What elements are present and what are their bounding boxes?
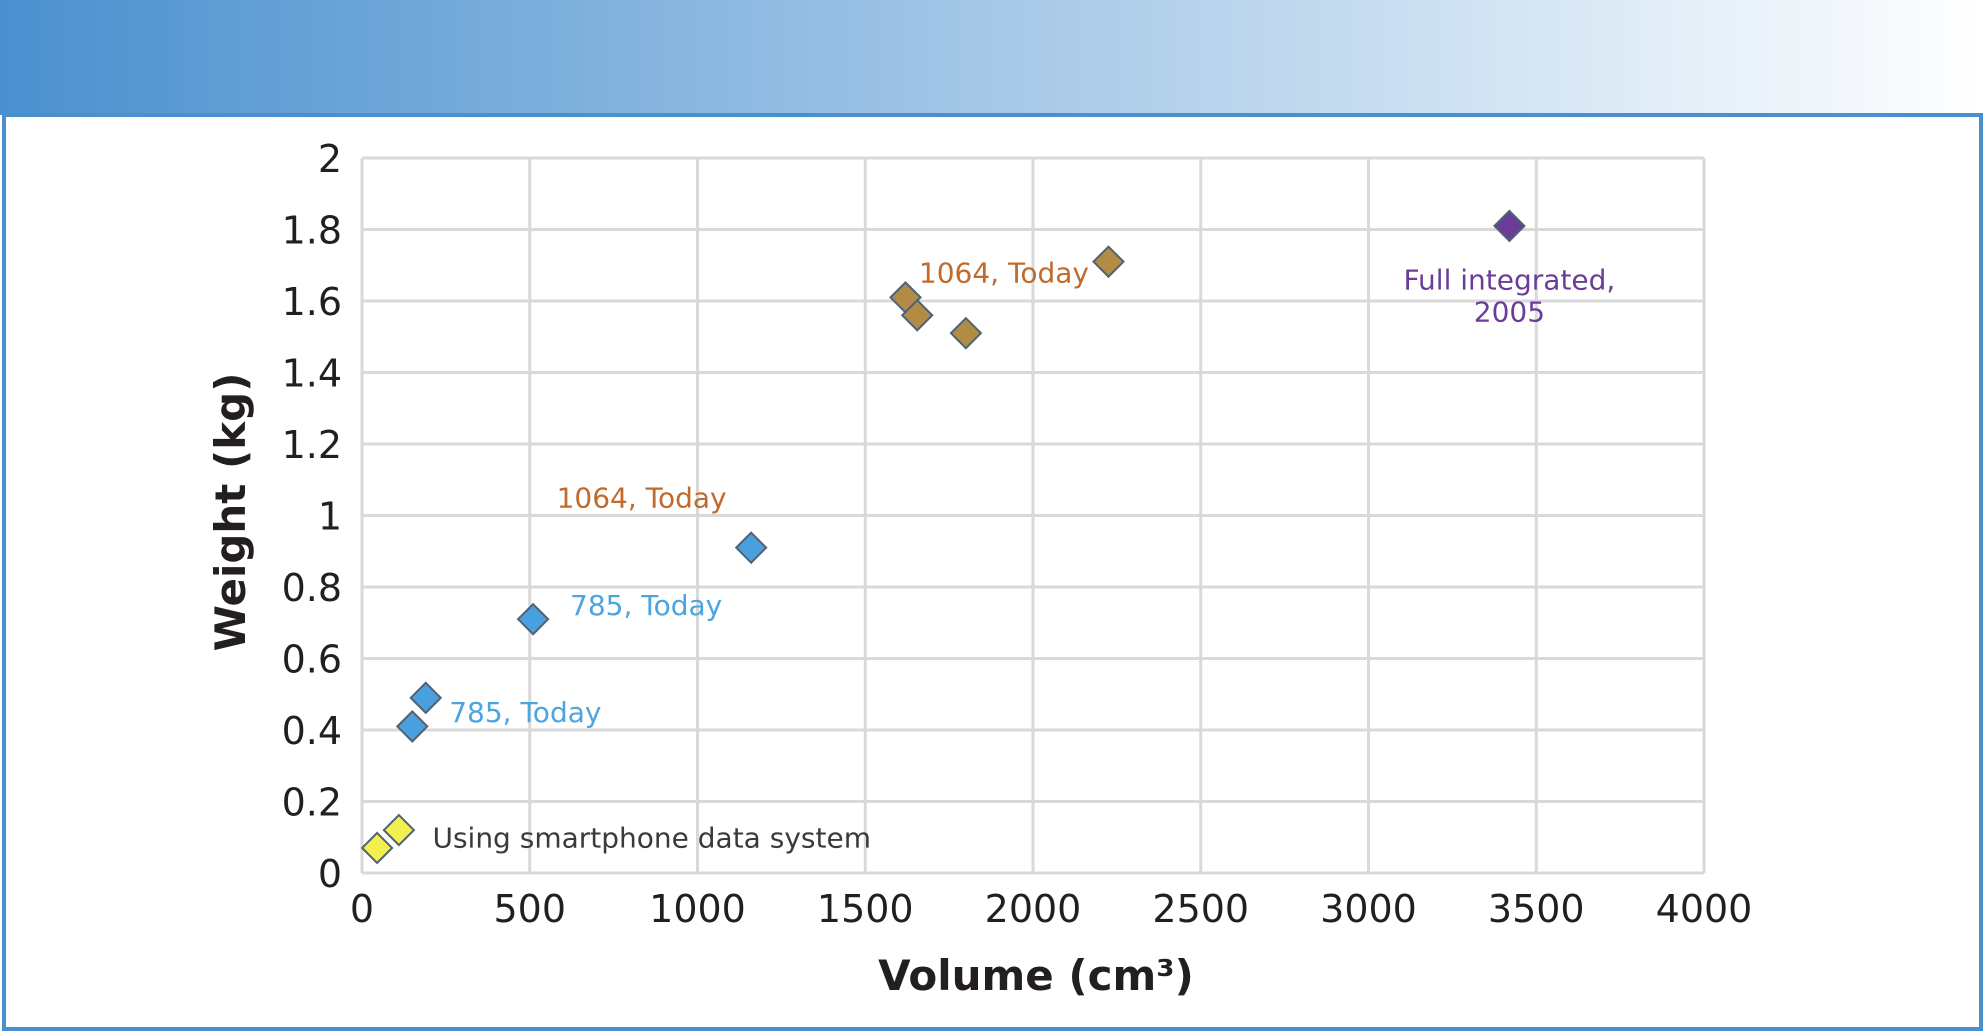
x-tick-label: 500 [493, 887, 566, 931]
x-tick-label: 1000 [649, 887, 746, 931]
annotation-label: 785, Today [449, 696, 601, 729]
data-point-marker [949, 316, 983, 350]
annotations: Using smartphone data system 785, Today 78… [432, 256, 1615, 854]
annotation-label: 785, Today [570, 589, 722, 622]
x-tick-label: 2500 [1152, 887, 1249, 931]
y-tick-label: 0.8 [282, 566, 342, 610]
plot-area: 0 500 1000 1500 2000 2500 3000 3500 4000 0 0.2 0.4… [282, 137, 1753, 931]
data-point-marker [1492, 209, 1526, 243]
data-point-marker [409, 681, 443, 715]
data-points [360, 209, 1526, 865]
y-tick-label: 0.4 [282, 709, 342, 753]
y-tick-label: 1.4 [282, 352, 342, 396]
annotation-label: 1064, Today [919, 256, 1089, 289]
x-axis-label: Volume (cm³) [878, 951, 1194, 1000]
y-tick-label: 1 [318, 495, 342, 539]
y-tick-label: 1.8 [282, 209, 342, 253]
annotation-label: Using smartphone data system [432, 821, 871, 854]
y-tick-labels: 0 0.2 0.4 0.6 0.8 1 1.2 1.4 1.6 1.8 2 [282, 137, 342, 896]
grid [360, 156, 1706, 875]
x-tick-label: 1500 [817, 887, 914, 931]
y-tick-label: 1.2 [282, 423, 342, 467]
annotation-label: Full integrated, [1403, 264, 1615, 297]
y-axis-label: Weight (kg) [206, 373, 255, 652]
data-point-marker [382, 813, 416, 847]
data-point-marker [900, 298, 934, 332]
x-tick-label: 2000 [985, 887, 1082, 931]
x-tick-label: 3500 [1488, 887, 1585, 931]
annotation-label: 1064, Today [557, 482, 727, 515]
annotation-label: 2005 [1474, 296, 1545, 329]
x-tick-label: 4000 [1656, 887, 1753, 931]
data-point-marker [395, 710, 429, 743]
data-point-marker [360, 831, 394, 865]
y-tick-label: 0.2 [282, 781, 342, 825]
y-tick-label: 1.6 [282, 280, 342, 324]
y-tick-label: 0.6 [282, 638, 342, 682]
y-tick-label: 2 [318, 137, 342, 181]
data-point-marker [1092, 245, 1125, 279]
frame-border [2, 113, 1983, 1031]
x-tick-labels: 0 500 1000 1500 2000 2500 3000 3500 4000 [350, 887, 1752, 931]
x-tick-label: 0 [350, 887, 374, 931]
data-point-marker [734, 531, 768, 565]
y-tick-label: 0 [318, 852, 342, 896]
data-point-marker [516, 602, 550, 636]
header-band [0, 0, 1985, 115]
x-tick-label: 3000 [1320, 887, 1417, 931]
